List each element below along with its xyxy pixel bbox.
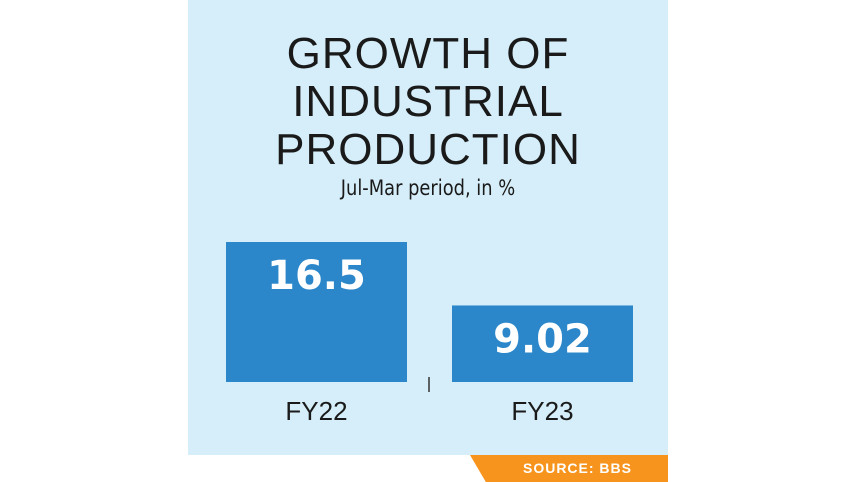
value-label: 16.5 (267, 253, 366, 299)
bar (226, 242, 407, 382)
source: SOURCE: BBS (470, 455, 668, 482)
x-tick-label: FY22 (285, 396, 347, 426)
x-tick-label: FY23 (511, 396, 573, 426)
value-label: 9.02 (493, 316, 592, 362)
chart-title: GROWTH OF INDUSTRIAL PRODUCTION (275, 29, 581, 174)
bar (452, 305, 633, 382)
chart-subtitle: Jul-Mar period, in % (340, 176, 516, 200)
